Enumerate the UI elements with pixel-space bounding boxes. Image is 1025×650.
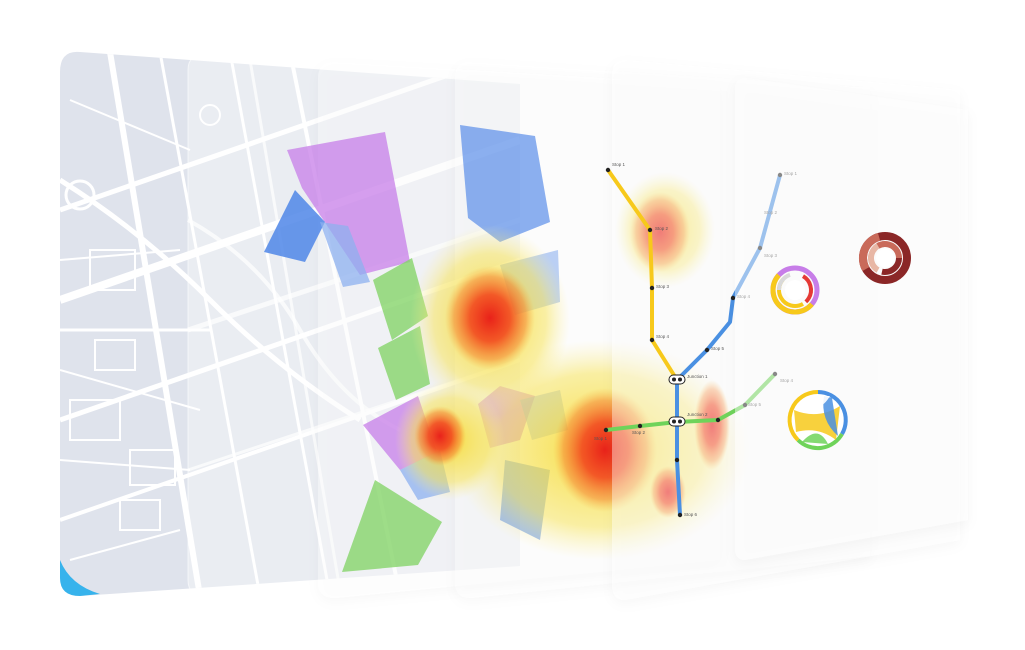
stop-marker[interactable] xyxy=(647,227,653,233)
chord-chart[interactable] xyxy=(787,389,848,451)
region-purple-1[interactable] xyxy=(287,132,410,275)
region-green-3[interactable] xyxy=(342,480,442,572)
stop-marker[interactable] xyxy=(704,347,710,353)
stop-label: Stop 1 xyxy=(594,436,608,441)
stop-marker[interactable] xyxy=(715,417,721,423)
stop-label: Stop 6 xyxy=(684,512,698,517)
region-blue-1[interactable] xyxy=(264,190,325,262)
stop-label: Stop 4 xyxy=(656,334,670,339)
heat-zone-red-1 xyxy=(445,266,535,370)
stop-marker[interactable] xyxy=(730,295,736,301)
junction-marker[interactable] xyxy=(668,416,686,427)
stop-marker[interactable] xyxy=(637,423,643,429)
stop-marker[interactable] xyxy=(674,457,680,463)
stop-label: Stop 1 xyxy=(612,162,626,167)
junction-marker[interactable] xyxy=(668,374,686,385)
donut-chart[interactable] xyxy=(764,259,826,321)
stop-marker[interactable] xyxy=(603,427,609,433)
stop-label: Junction 1 xyxy=(687,374,708,379)
stop-label: Stop 2 xyxy=(632,430,646,435)
base-map-accent-edge xyxy=(60,560,100,596)
sunburst-chart[interactable] xyxy=(855,228,915,288)
stop-label: Stop 3 xyxy=(656,284,670,289)
stop-marker[interactable] xyxy=(649,285,655,291)
region-blue-2[interactable] xyxy=(460,125,550,242)
stop-label: Stop 2 xyxy=(655,226,669,231)
stop-marker[interactable] xyxy=(649,337,655,343)
stop-marker[interactable] xyxy=(605,167,611,173)
stop-marker[interactable] xyxy=(677,512,683,518)
stop-label: Junction 2 xyxy=(687,412,708,417)
junction-markers xyxy=(668,374,686,427)
region-blue-light-1[interactable] xyxy=(320,222,370,287)
heat-zone-red-2 xyxy=(414,406,466,466)
charts-layer xyxy=(735,78,968,560)
stop-label: Stop 5 xyxy=(711,346,725,351)
